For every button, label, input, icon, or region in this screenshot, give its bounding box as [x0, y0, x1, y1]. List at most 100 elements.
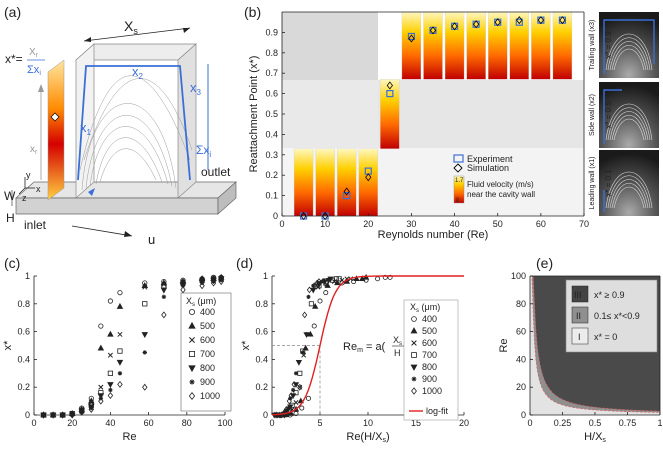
cavity-streak	[607, 37, 651, 71]
legend-label: 500	[200, 321, 215, 331]
x-tick-label: 20	[459, 418, 469, 428]
data-point-500	[116, 302, 124, 309]
data-point-800	[107, 382, 114, 389]
legend-simulation-label: Simulation	[467, 163, 509, 173]
x-tick-label: 0	[527, 418, 532, 428]
x-tick-label: 5	[317, 418, 322, 428]
y-tick-label: 0.2	[17, 382, 30, 392]
data-point-400	[375, 276, 381, 282]
data-point-900	[311, 283, 316, 288]
x-tick-label: 10	[363, 418, 373, 428]
velocity-thumbnail	[444, 11, 465, 80]
y-tick-label: 0.7	[265, 68, 278, 78]
velocity-thumbnail	[293, 148, 314, 217]
reattach-trace	[603, 19, 655, 74]
legend-I-badge: I	[578, 332, 581, 342]
x-tick-label: 40	[450, 219, 460, 229]
xr-side-label: xr	[30, 144, 38, 156]
y-tick-label: 0.3	[265, 150, 278, 160]
experiment-point	[343, 192, 351, 200]
panel-e-chart: (e) 0 0.25 0.5 0.75 1 0 20 40 60 80 100 H/Xs Re III …	[498, 255, 663, 444]
legend-label: 600	[200, 335, 215, 345]
rem-formula: Rem = a(	[343, 341, 386, 354]
data-point-400	[305, 395, 311, 401]
x-tick-label: 20	[67, 418, 77, 428]
y-tick-label: 0	[263, 410, 268, 420]
y-tick-label: 80	[516, 299, 526, 309]
data-point-1000	[199, 282, 205, 290]
y-tick-label: 0.4	[17, 354, 30, 364]
log-fit-curve	[272, 275, 464, 416]
data-point-1000	[98, 397, 104, 405]
x1-label: x1	[80, 120, 92, 137]
panel-label-c: (c)	[4, 255, 20, 271]
velocity-thumbnail	[401, 11, 422, 80]
axis-z-label: z	[22, 193, 27, 203]
cavity-streak	[613, 186, 645, 209]
y-tick-label: 0.6	[265, 89, 278, 99]
legend-simulation-marker	[453, 163, 463, 173]
legend-label: 800	[422, 362, 437, 372]
data-point-400	[117, 290, 123, 296]
side-wall-label: Side wall (x2)	[589, 94, 596, 136]
side-value-label: x* = 0.1	[604, 169, 613, 197]
data-point-1000	[161, 311, 167, 319]
x-tick-label: 0.25	[554, 418, 572, 428]
data-point-500	[107, 330, 114, 337]
data-point-600	[88, 399, 94, 406]
x-tick-label: 50	[493, 219, 503, 229]
legend-title: Xs (μm)	[186, 296, 216, 308]
velocity-thumbnail	[337, 148, 357, 217]
y-tick-label: 0.4	[265, 129, 278, 139]
cavity-streak	[609, 41, 649, 71]
data-point-900	[108, 387, 113, 393]
x-axis-title: Re	[122, 431, 136, 443]
legend-III-badge: III	[574, 290, 582, 300]
data-point-900	[161, 294, 167, 300]
y-tick-label: 0.4	[255, 354, 268, 364]
region-bottom-right-bg	[378, 148, 584, 216]
velocity-thumbnail	[552, 11, 573, 80]
velocity-thumbnail	[380, 79, 400, 149]
experiment-point	[515, 18, 523, 26]
data-point-600	[161, 281, 167, 287]
side-value-label: x* = 0.9	[604, 31, 613, 59]
simulation-point	[300, 211, 307, 221]
data-point-900	[306, 294, 311, 299]
x-tick-label: 1	[657, 418, 662, 428]
axis-x-label: x	[36, 184, 41, 194]
data-point-900	[60, 412, 65, 418]
y-tick-label: 0.8	[255, 299, 268, 309]
y-axis-title: x*	[2, 340, 14, 351]
x-axis-title: H/Xs	[584, 431, 606, 444]
data-point-700	[333, 276, 339, 282]
legend-label: 700	[200, 349, 215, 359]
data-point-1000	[210, 279, 217, 287]
velocity-thumbnail	[423, 11, 443, 80]
data-point-1000	[288, 392, 294, 399]
data-point-400	[299, 405, 305, 411]
panel-e-legend: III x* ≥ 0.9 II 0.1≤ x*<0.9 I x* = 0	[565, 279, 658, 353]
xstar-formula-num: Xr	[29, 47, 39, 59]
y-tick-label: 0	[273, 211, 278, 221]
data-point-600	[117, 331, 123, 337]
simulation-point	[365, 173, 372, 182]
velocity-thumbnail	[531, 11, 551, 80]
wall-marker-diamond	[50, 112, 60, 122]
axis-y-label: y	[26, 170, 31, 180]
y-tick-label: 1	[263, 271, 268, 281]
cavity-streak	[613, 118, 645, 141]
panel-label-e: (e)	[536, 255, 553, 271]
side-wall-label: Leading wall (x1)	[589, 157, 596, 210]
trace-arrow-icon	[88, 188, 95, 196]
legend-marker	[411, 376, 417, 382]
legend-marker	[410, 327, 418, 334]
y-tick-label: 0.2	[255, 382, 268, 392]
x-tick-label: 60	[536, 219, 546, 229]
data-point-1000	[306, 286, 313, 294]
data-point-1000	[218, 278, 224, 286]
x-tick-label: 100	[217, 418, 232, 428]
panel-b-axes: 0 10 20 30 40 50 60 70 0 0.1 0.2 0.3 0.4 0.5 0.6 0.7 0.8…	[265, 11, 589, 229]
data-point-600	[98, 384, 104, 390]
